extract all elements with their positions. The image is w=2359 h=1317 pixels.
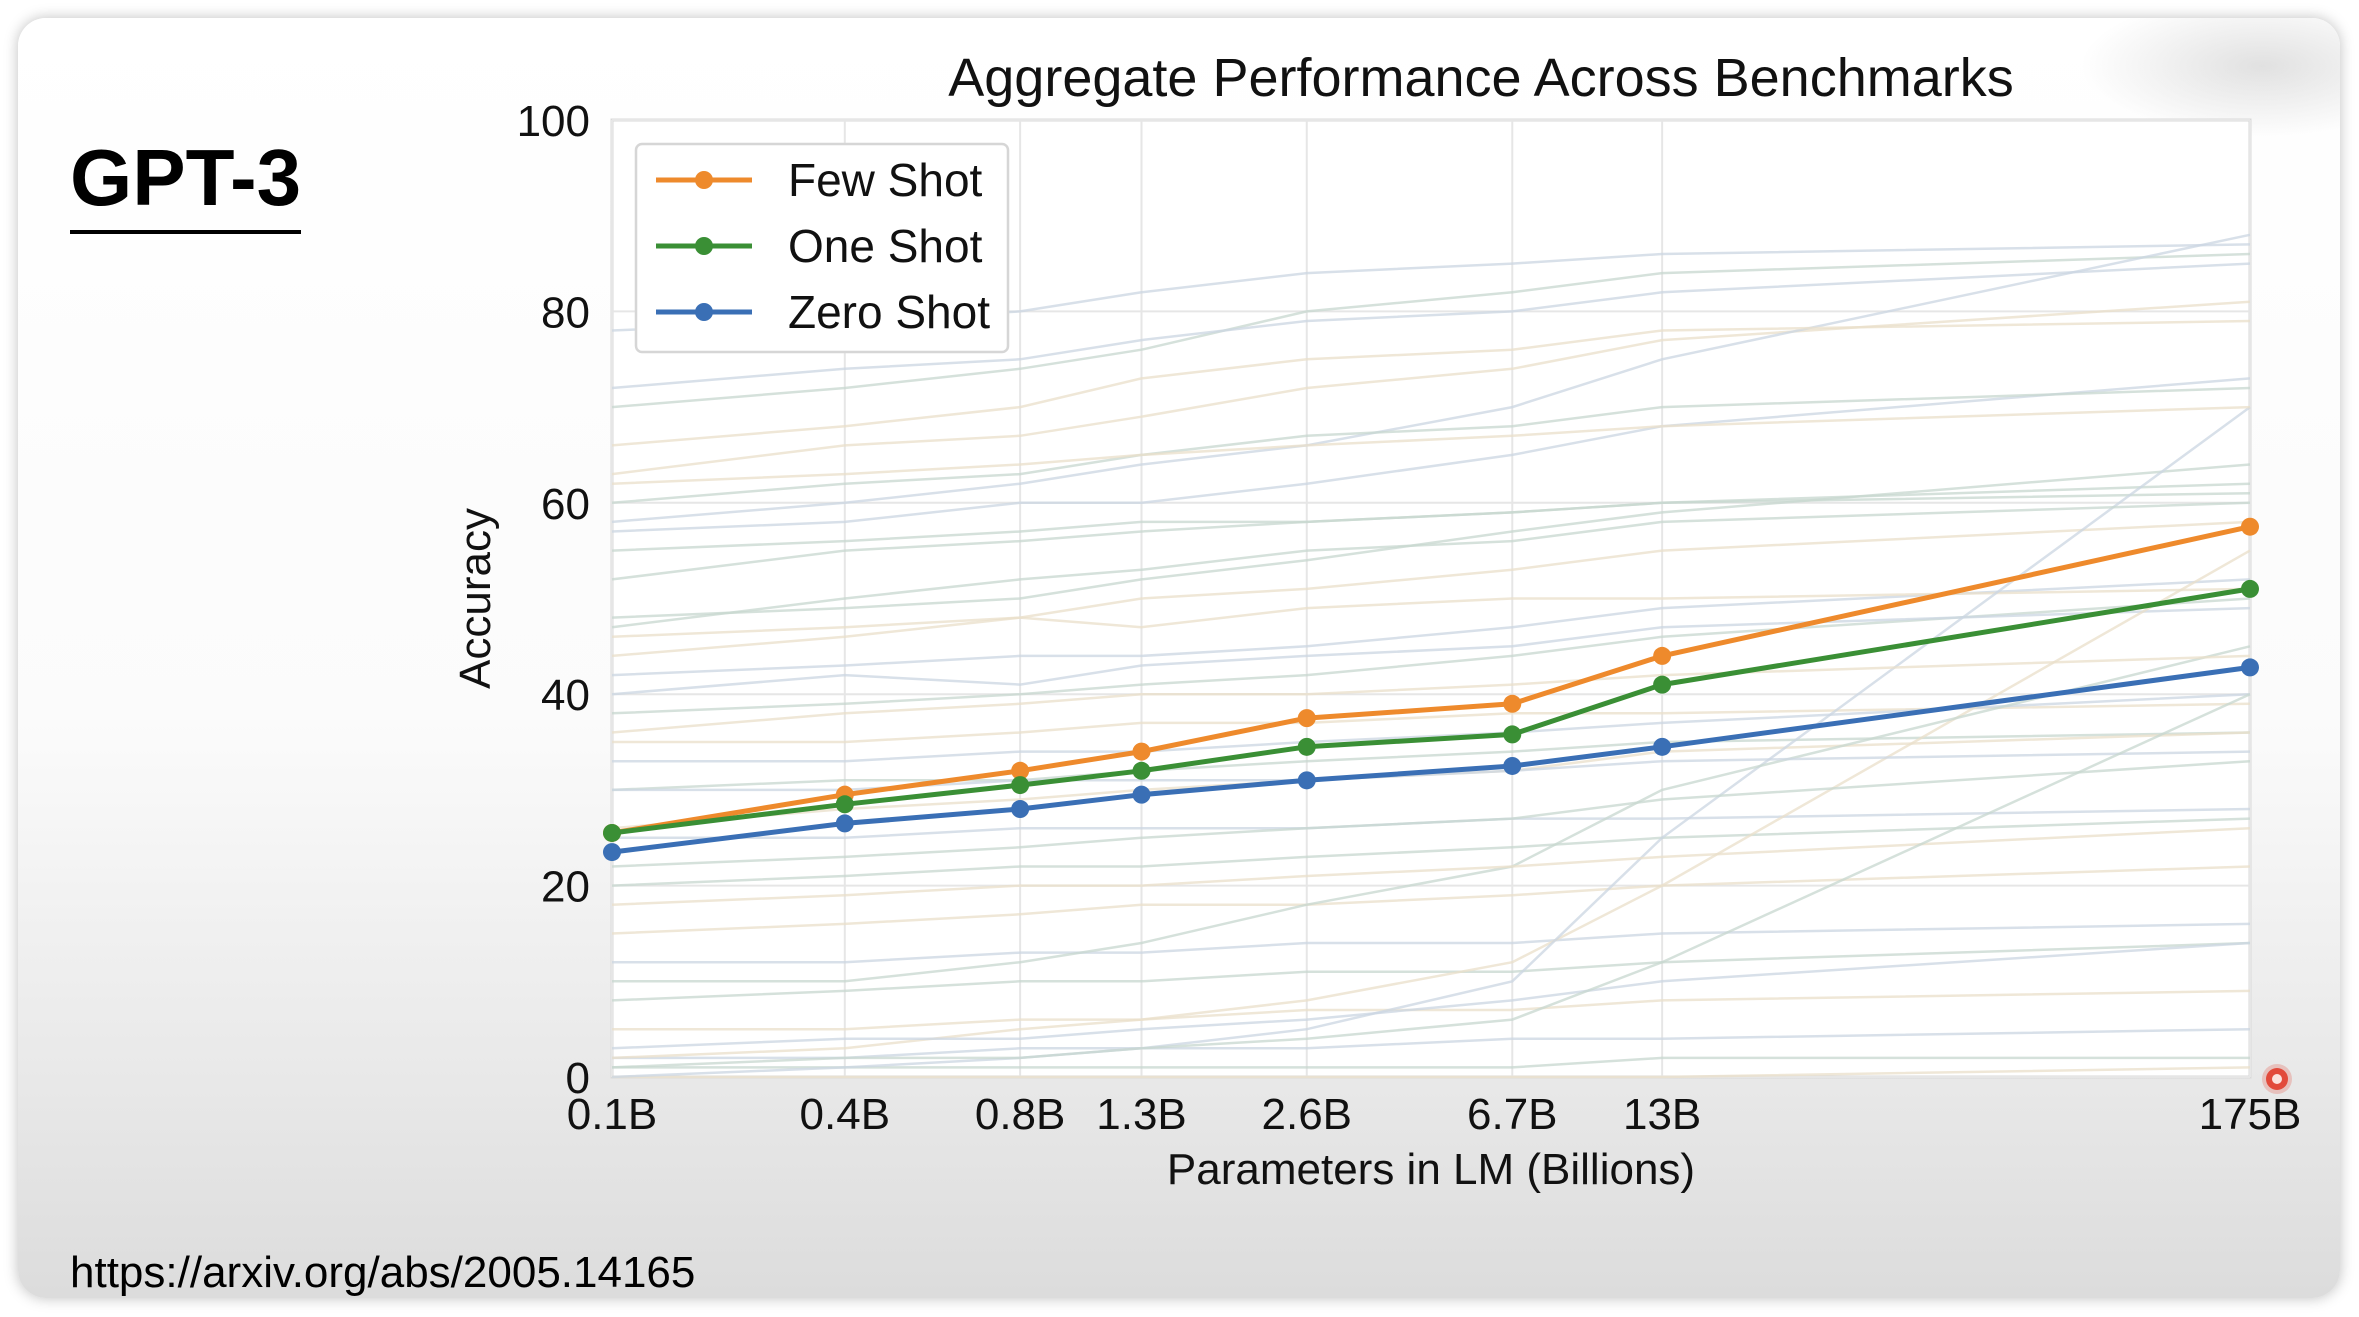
legend: Few Shot One Shot Zero Shot bbox=[634, 142, 1010, 354]
benchmark-line bbox=[612, 1027, 2251, 1060]
benchmark-line bbox=[612, 692, 2251, 763]
benchmark-line bbox=[611, 817, 2251, 887]
benchmark-line bbox=[611, 405, 2251, 485]
few-shot-point bbox=[1011, 761, 1030, 780]
benchmark-line bbox=[611, 233, 2251, 524]
benchmark-line bbox=[611, 377, 2251, 533]
x-tick-label: 6.7B bbox=[1467, 1090, 1558, 1139]
y-tick-label: 0 bbox=[566, 1054, 590, 1103]
benchmark-line bbox=[611, 941, 2251, 1002]
benchmark-line bbox=[611, 654, 2251, 734]
benchmark-line bbox=[611, 941, 2251, 1050]
x-tick-label: 2.6B bbox=[1262, 1090, 1353, 1139]
benchmark-line bbox=[611, 482, 2251, 552]
source-link[interactable]: https://arxiv.org/abs/2005.14165 bbox=[70, 1248, 696, 1297]
benchmark-line bbox=[611, 865, 2251, 935]
benchmark-line bbox=[611, 319, 2251, 447]
benchmark-line bbox=[612, 922, 2251, 964]
slide-title: GPT-3 bbox=[70, 128, 302, 234]
legend-box bbox=[634, 142, 1010, 354]
y-tick-label: 40 bbox=[541, 671, 590, 720]
one-shot-point bbox=[1297, 737, 1316, 756]
one-shot-point bbox=[603, 823, 621, 842]
zero-shot-point bbox=[1297, 771, 1316, 790]
y-tick-label: 20 bbox=[541, 863, 590, 912]
legend-zero-shot-marker bbox=[695, 303, 713, 321]
benchmark-line bbox=[611, 606, 2251, 696]
x-tick-label: 0.4B bbox=[800, 1090, 891, 1139]
aggregate-series-lines bbox=[603, 517, 2259, 862]
x-tick-label: 0.8B bbox=[975, 1090, 1066, 1139]
benchmark-line bbox=[611, 693, 2251, 1069]
benchmark-line bbox=[611, 826, 2251, 906]
zero-shot-point bbox=[835, 814, 854, 833]
zero-shot-point bbox=[1503, 756, 1522, 775]
legend-one-shot-marker bbox=[695, 237, 713, 255]
benchmark-line bbox=[611, 520, 2251, 658]
zero-shot-point bbox=[603, 843, 621, 862]
zero-shot-point bbox=[1132, 785, 1151, 804]
one-shot-line bbox=[611, 586, 2251, 836]
zero-shot-point bbox=[2241, 658, 2259, 677]
benchmark-line bbox=[612, 989, 2251, 1031]
background-benchmark-lines bbox=[611, 233, 2251, 1079]
one-shot-point bbox=[1653, 675, 1672, 694]
one-shot-point bbox=[835, 795, 854, 814]
zero-shot-line bbox=[611, 664, 2251, 855]
one-shot-point bbox=[2241, 579, 2259, 598]
y-tick-label: 100 bbox=[517, 97, 590, 146]
legend-zero-shot-label: Zero Shot bbox=[788, 286, 990, 338]
benchmark-line bbox=[611, 731, 2251, 792]
benchmark-line bbox=[611, 406, 2251, 1079]
few-shot-point bbox=[1297, 709, 1316, 728]
y-tick-label: 80 bbox=[541, 288, 590, 337]
y-tick-label: 60 bbox=[541, 480, 590, 529]
one-shot-point bbox=[1503, 725, 1522, 744]
x-tick-label: 1.3B bbox=[1096, 1090, 1187, 1139]
benchmark-line bbox=[611, 587, 2251, 639]
few-shot-point bbox=[2241, 517, 2259, 536]
legend-one-shot-label: One Shot bbox=[788, 220, 983, 272]
y-axis-label: Accuracy bbox=[451, 508, 500, 689]
benchmark-line bbox=[612, 807, 2251, 840]
benchmark-line bbox=[611, 578, 2251, 677]
benchmark-line bbox=[611, 597, 2251, 715]
one-shot-point bbox=[1132, 761, 1151, 780]
benchmark-line bbox=[611, 501, 2251, 629]
benchmark-line bbox=[611, 300, 2251, 476]
x-tick-label: 0.1B bbox=[567, 1090, 658, 1139]
zero-shot-point bbox=[1011, 800, 1030, 819]
few-shot-line bbox=[611, 524, 2251, 836]
pointer-indicator bbox=[2266, 1068, 2288, 1090]
legend-few-shot-marker bbox=[695, 171, 713, 189]
chart-title: Aggregate Performance Across Benchmarks bbox=[948, 48, 2014, 108]
few-shot-point bbox=[1503, 694, 1522, 713]
few-shot-point bbox=[1653, 646, 1672, 665]
benchmark-line bbox=[611, 759, 2251, 868]
x-tick-label: 175B bbox=[2199, 1090, 2302, 1139]
benchmark-line bbox=[612, 1066, 2251, 1079]
benchmark-line bbox=[611, 262, 2251, 390]
benchmark-line bbox=[612, 1056, 2250, 1069]
x-axis-label: Parameters in LM (Billions) bbox=[1167, 1145, 1695, 1194]
axes-text: Aggregate Performance Across Benchmarks 0… bbox=[451, 48, 2301, 1194]
one-shot-point bbox=[1011, 776, 1030, 795]
legend-few-shot-label: Few Shot bbox=[788, 154, 983, 206]
benchmark-line bbox=[611, 386, 2251, 505]
benchmark-line bbox=[611, 463, 2251, 619]
x-tick-label: 13B bbox=[1623, 1090, 1701, 1139]
benchmark-line bbox=[611, 549, 2251, 1060]
corner-shadow bbox=[2080, 18, 2340, 138]
zero-shot-point bbox=[1653, 737, 1672, 756]
few-shot-point bbox=[1132, 742, 1151, 761]
benchmark-line bbox=[612, 702, 2251, 744]
